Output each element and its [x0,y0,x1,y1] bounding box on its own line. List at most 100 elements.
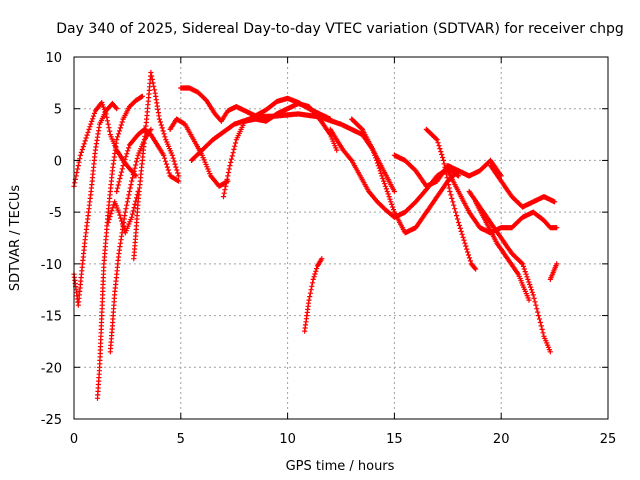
data-point [75,166,81,172]
data-point [149,73,155,79]
data-point [107,128,113,134]
y-tick-label: 5 [54,103,62,118]
series-sat-l [349,116,472,236]
data-point [88,121,94,127]
data-point [130,172,136,178]
data-point [170,155,176,161]
data-point [232,143,238,149]
data-point [464,246,470,252]
data-point [450,199,456,205]
data-point [554,261,560,267]
x-tick-label: 20 [493,432,510,447]
data-point [539,326,545,332]
data-point [123,206,129,212]
series-sat-s [547,261,560,282]
data-point [522,269,528,275]
x-tick-label: 25 [600,432,617,447]
data-point [222,187,228,193]
data-point [77,152,83,158]
data-point [306,297,312,303]
data-point [104,114,110,120]
data-point [465,252,472,258]
plot-frame [73,56,609,420]
data-point [385,191,391,197]
series-sat-o [445,168,560,236]
data-point [133,198,139,204]
data-point [90,113,97,119]
data-point [372,152,378,158]
y-tick-label: 10 [45,51,62,66]
data-point [312,271,318,277]
series-sat-c [94,93,145,401]
data-point [225,169,232,176]
data-point [124,202,130,208]
data-point [390,204,396,210]
data-point [151,87,158,93]
data-point [307,294,313,300]
x-axis-label: GPS time / hours [286,459,395,474]
data-point [133,162,139,168]
data-point [382,183,389,189]
data-point [465,249,471,255]
data-point [91,110,97,116]
data-point [536,313,542,319]
data-point [314,266,320,272]
data-point [523,271,529,277]
data-point [519,260,525,266]
data-point [149,76,155,82]
data-point [104,118,111,124]
data-point [228,156,235,162]
data-point [231,146,237,152]
data-point [124,151,130,157]
data-point [161,131,167,137]
data-point [467,258,473,264]
series-sat-n [423,126,479,272]
data-point [115,182,121,188]
data-point [466,255,473,261]
series-sat-q [473,199,532,303]
data-point [129,178,135,184]
data-point [310,276,316,282]
data-point [113,105,119,111]
data-point [131,205,137,211]
data-point [448,192,454,198]
data-point [524,274,530,280]
data-point [176,173,182,179]
data-point [436,143,442,149]
data-point [388,199,394,205]
y-axis-label: SDTVAR / TECUs [8,185,23,292]
data-point [134,192,140,198]
series-sat-i [188,111,397,195]
data-point [85,129,91,135]
data-point [221,190,227,196]
data-point [151,83,157,89]
data-point [462,240,468,246]
data-point [390,207,397,213]
data-point [159,125,165,131]
data-point [226,166,232,172]
data-point [106,216,112,223]
data-point [440,157,447,163]
data-point [122,213,128,219]
data-point [133,159,140,165]
data-point [114,137,120,143]
data-point [86,126,92,132]
data-point [161,152,167,158]
data-point [472,265,478,271]
data-point [125,148,131,154]
data-point [116,179,122,185]
data-point [382,181,388,187]
data-point [132,165,138,171]
data-point [81,141,87,147]
data-point [461,237,467,243]
data-point [176,178,182,184]
data-point [158,122,164,128]
data-point [534,306,540,312]
data-point [130,208,136,214]
data-point [455,173,462,179]
data-point [83,135,89,141]
data-point [115,134,121,140]
data-point [439,151,445,158]
data-point [383,186,389,192]
